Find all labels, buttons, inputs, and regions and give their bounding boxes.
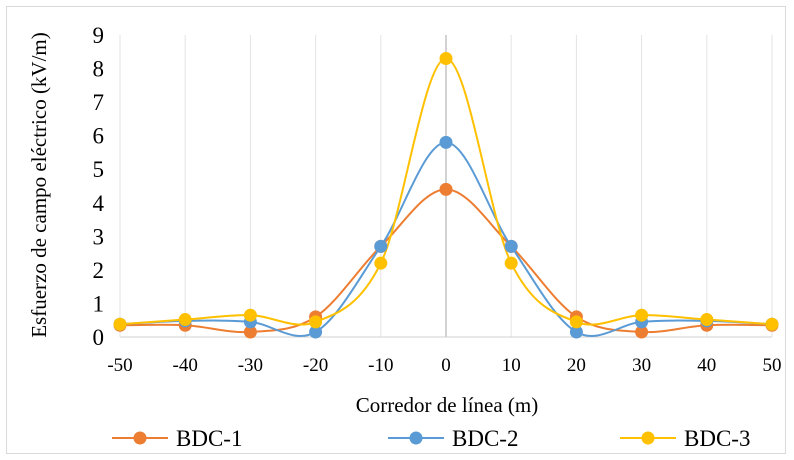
data-point-bdc-3 [569,315,583,329]
data-point-bdc-3 [700,313,714,327]
data-point-bdc-3 [635,308,649,322]
data-point-bdc-3 [309,315,323,329]
data-point-bdc-3 [113,317,127,331]
y-axis-title: Esfuerzo de campo eléctrico (kV/m) [27,32,51,338]
data-point-bdc-1 [635,325,649,339]
data-point-bdc-2 [504,239,518,253]
y-tick-label: 1 [93,291,105,316]
data-point-bdc-1 [243,325,257,339]
x-tick-label: -30 [238,355,263,376]
data-point-bdc-3 [439,51,453,65]
x-tick-label: 0 [441,355,451,376]
legend-marker-bdc-2 [409,431,423,445]
x-tick-label: 50 [763,355,782,376]
legend-label-bdc-1: BDC-1 [176,426,242,451]
y-tick-label: 8 [93,57,105,82]
x-tick-label: -10 [368,355,393,376]
y-tick-label: 2 [93,258,105,283]
data-point-bdc-2 [309,325,323,339]
x-tick-label: 10 [502,355,521,376]
y-tick-label: 6 [93,124,105,149]
x-tick-label: 30 [632,355,651,376]
data-point-bdc-3 [243,308,257,322]
x-tick-label: 40 [697,355,716,376]
x-tick-label: -50 [107,355,132,376]
x-tick-label: 20 [567,355,586,376]
chart-frame [6,6,786,454]
data-point-bdc-2 [439,135,453,149]
grid-lines [119,35,773,337]
data-point-bdc-3 [374,256,388,270]
x-tick-label: -20 [303,355,328,376]
series-group [113,51,779,339]
legend-label-bdc-3: BDC-3 [684,426,750,451]
x-axis-title: Corredor de línea (m) [356,393,539,417]
data-point-bdc-3 [504,256,518,270]
y-tick-label: 3 [93,224,105,249]
data-point-bdc-3 [765,317,779,331]
x-tick-label: -40 [173,355,198,376]
data-point-bdc-2 [374,239,388,253]
data-point-bdc-1 [439,182,453,196]
data-point-bdc-3 [178,313,192,327]
y-tick-label: 9 [93,23,105,48]
legend-label-bdc-2: BDC-2 [452,426,518,451]
legend: BDC-1 BDC-2 BDC-3 [112,426,750,451]
legend-marker-bdc-1 [133,431,147,445]
tick-labels: 0 1 2 3 4 5 6 7 8 9 -50 -40 -30 -20 -10 0 10 20 30 40 50 [93,23,782,376]
y-tick-label: 5 [93,157,105,182]
y-tick-label: 4 [93,191,105,216]
y-tick-label: 7 [93,90,105,115]
data-point-bdc-2 [569,325,583,339]
legend-marker-bdc-3 [641,431,655,445]
y-tick-label: 0 [93,325,105,350]
